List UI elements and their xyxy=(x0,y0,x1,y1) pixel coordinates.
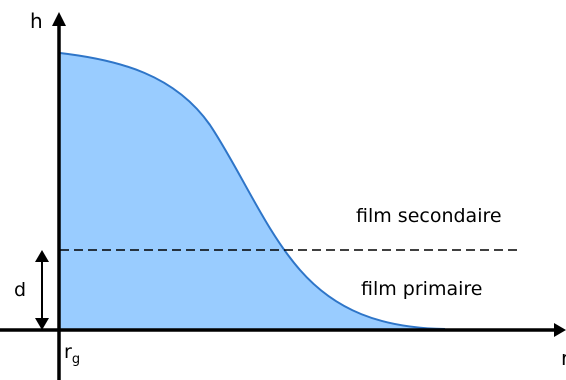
secondary-film-label: film secondaire xyxy=(356,205,502,227)
x-axis-label: r xyxy=(561,346,566,370)
film-profile-curve xyxy=(59,52,446,330)
thickness-arrowhead-top xyxy=(35,250,49,262)
y-axis-label: h xyxy=(30,9,43,33)
origin-label: rg xyxy=(64,341,80,367)
y-axis-arrowhead xyxy=(52,12,66,26)
film-profile-fill xyxy=(60,53,445,330)
origin-label-main: r xyxy=(64,341,72,363)
thickness-arrowhead-bottom xyxy=(35,318,49,330)
x-axis-arrowhead xyxy=(554,323,566,337)
primary-film-label: film primaire xyxy=(361,278,482,300)
origin-label-subscript: g xyxy=(72,352,80,367)
thickness-label: d xyxy=(14,279,26,301)
